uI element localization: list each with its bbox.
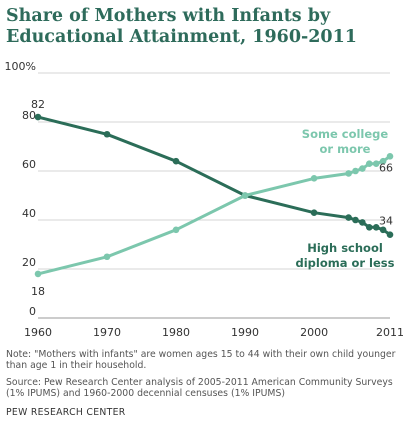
y-tick-label: 40 bbox=[22, 207, 36, 220]
data-point bbox=[310, 209, 318, 216]
data-point bbox=[172, 157, 180, 165]
series-name-line: or more bbox=[320, 142, 371, 156]
chart-title: Share of Mothers with Infants by Educati… bbox=[6, 6, 357, 47]
chart-source: Source: Pew Research Center analysis of … bbox=[6, 377, 393, 399]
x-tick-label: 1960 bbox=[24, 326, 52, 339]
data-point bbox=[34, 113, 42, 121]
start-value-label: 18 bbox=[31, 285, 45, 298]
chart-note: Note: "Mothers with infants" are women a… bbox=[6, 349, 396, 371]
y-tick-label: 100% bbox=[5, 60, 36, 73]
credit: PEW RESEARCH CENTER bbox=[6, 407, 126, 418]
end-value-label: 34 bbox=[379, 215, 393, 228]
data-point bbox=[352, 216, 359, 224]
series-labels: 82 18 66 34 Some college or more High school di… bbox=[31, 98, 395, 298]
data-point bbox=[379, 157, 387, 165]
data-point bbox=[365, 224, 373, 231]
data-point bbox=[345, 214, 352, 221]
data-point bbox=[103, 130, 111, 138]
end-value-label: 66 bbox=[379, 161, 393, 174]
start-value-label: 82 bbox=[31, 98, 45, 111]
data-point bbox=[310, 175, 318, 182]
data-point bbox=[372, 224, 380, 231]
data-point bbox=[386, 231, 394, 238]
x-tick-label: 2000 bbox=[300, 326, 328, 339]
data-point bbox=[359, 219, 366, 226]
y-tick-label: 60 bbox=[22, 158, 36, 171]
series-name-line: diploma or less bbox=[295, 256, 394, 270]
data-point bbox=[372, 160, 380, 167]
data-point bbox=[103, 253, 111, 261]
series-name-label: High school diploma or less bbox=[295, 241, 394, 270]
data-point bbox=[34, 270, 42, 278]
data-point bbox=[352, 167, 359, 175]
data-point bbox=[386, 153, 394, 160]
data-point bbox=[365, 160, 373, 167]
series-name-line: High school bbox=[307, 241, 383, 255]
data-point bbox=[379, 226, 387, 234]
y-tick-label: 0 bbox=[29, 305, 36, 318]
x-tick-label: 1990 bbox=[231, 326, 259, 339]
data-point bbox=[345, 170, 352, 177]
grid bbox=[38, 72, 390, 319]
series-name-label: Some college or more bbox=[302, 127, 389, 156]
x-tick-label: 2011 bbox=[376, 326, 404, 339]
data-point bbox=[359, 165, 366, 172]
data-point bbox=[172, 226, 180, 234]
x-tick-label: 1970 bbox=[93, 326, 121, 339]
series-name-line: Some college bbox=[302, 127, 389, 141]
data-point bbox=[241, 192, 249, 199]
axis-ticks: 0 20 40 60 80 100% 1960 1970 1980 1990 2000 2011 bbox=[5, 60, 404, 339]
series-lines bbox=[34, 113, 394, 278]
y-tick-label: 80 bbox=[22, 109, 36, 122]
x-tick-label: 1980 bbox=[162, 326, 190, 339]
y-tick-label: 20 bbox=[22, 256, 36, 269]
